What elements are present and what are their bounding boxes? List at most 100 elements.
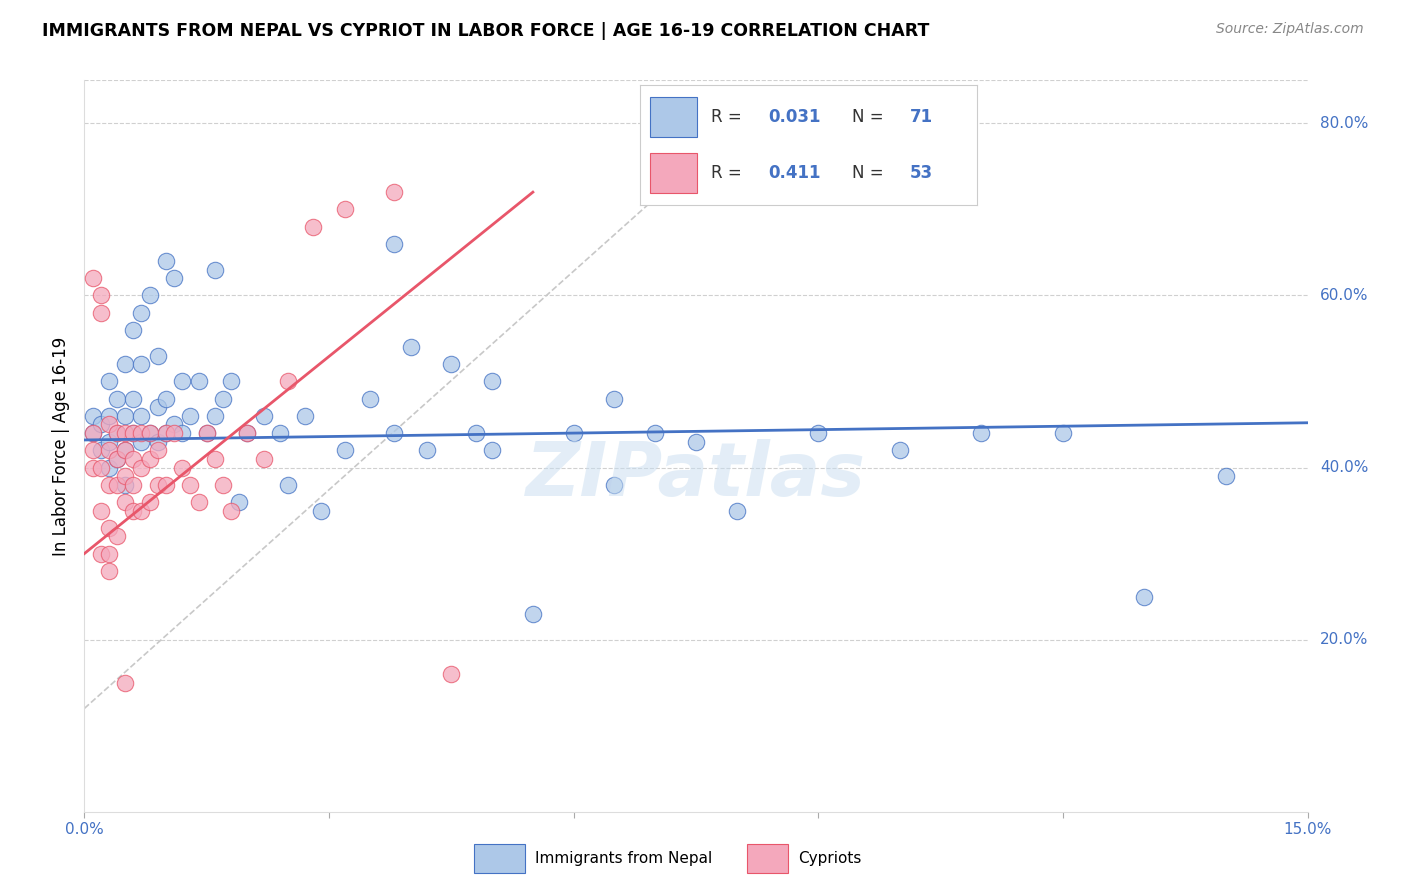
Point [97,477,120,491]
Point [114,426,136,441]
Point [105,451,128,466]
Point [522,607,544,621]
Point [138,451,160,466]
Point [131,409,153,423]
Point [562,426,585,441]
Text: R =: R = [710,164,741,182]
Point [82,443,104,458]
Point [97,417,120,432]
Point [90,288,112,302]
Point [440,667,463,681]
Point [105,392,128,406]
Point [114,495,136,509]
Point [382,236,405,251]
FancyBboxPatch shape [650,153,697,193]
Text: 20.0%: 20.0% [1320,632,1368,647]
Point [1133,590,1156,604]
Text: N =: N = [852,164,884,182]
Text: 80.0%: 80.0% [1320,116,1368,131]
Y-axis label: In Labor Force | Age 16-19: In Labor Force | Age 16-19 [52,336,70,556]
Point [481,375,503,389]
Text: R =: R = [710,108,741,126]
Point [90,503,112,517]
Point [122,392,145,406]
Point [131,305,153,319]
Point [204,262,226,277]
Point [122,426,145,441]
Point [204,451,226,466]
Point [97,547,120,561]
Point [416,443,439,458]
Point [603,477,626,491]
Point [114,443,136,458]
Point [146,349,169,363]
Point [114,469,136,483]
Point [464,426,486,441]
Point [382,185,405,199]
Point [212,392,235,406]
Text: 0.031: 0.031 [768,108,821,126]
Point [138,495,160,509]
Text: 71: 71 [910,108,932,126]
Point [179,409,201,423]
Point [163,271,186,285]
Point [131,357,153,371]
Point [970,426,993,441]
Point [105,529,128,543]
Point [253,451,276,466]
Point [131,460,153,475]
Point [90,460,112,475]
Point [114,675,136,690]
Point [236,426,259,441]
Point [82,460,104,475]
Point [146,477,169,491]
Point [187,375,209,389]
Text: 60.0%: 60.0% [1320,288,1368,303]
Point [807,426,830,441]
Point [90,417,112,432]
Point [889,443,911,458]
Point [440,357,463,371]
Point [90,443,112,458]
Point [685,434,707,449]
Point [163,417,186,432]
Text: Immigrants from Nepal: Immigrants from Nepal [534,851,711,866]
Text: Source: ZipAtlas.com: Source: ZipAtlas.com [1216,22,1364,37]
Point [131,503,153,517]
Point [481,443,503,458]
Point [359,392,381,406]
Point [219,375,242,389]
Point [82,426,104,441]
Point [105,477,128,491]
Point [163,426,186,441]
Point [122,426,145,441]
Point [97,434,120,449]
Point [97,375,120,389]
Point [204,409,226,423]
Point [138,426,160,441]
Point [644,426,666,441]
Point [97,564,120,578]
Point [253,409,276,423]
FancyBboxPatch shape [650,97,697,136]
Point [155,477,177,491]
Point [335,443,357,458]
Point [122,323,145,337]
Point [1052,426,1074,441]
Text: IMMIGRANTS FROM NEPAL VS CYPRIOT IN LABOR FORCE | AGE 16-19 CORRELATION CHART: IMMIGRANTS FROM NEPAL VS CYPRIOT IN LABO… [42,22,929,40]
Point [82,426,104,441]
Point [335,202,357,217]
Point [138,426,160,441]
Point [179,477,201,491]
Point [155,392,177,406]
FancyBboxPatch shape [748,844,787,873]
Point [122,477,145,491]
Text: ZIPatlas: ZIPatlas [526,439,866,512]
Point [114,357,136,371]
Text: 0.411: 0.411 [768,164,821,182]
Point [172,426,194,441]
Point [212,477,235,491]
Point [187,495,209,509]
Point [90,305,112,319]
Point [146,401,169,415]
